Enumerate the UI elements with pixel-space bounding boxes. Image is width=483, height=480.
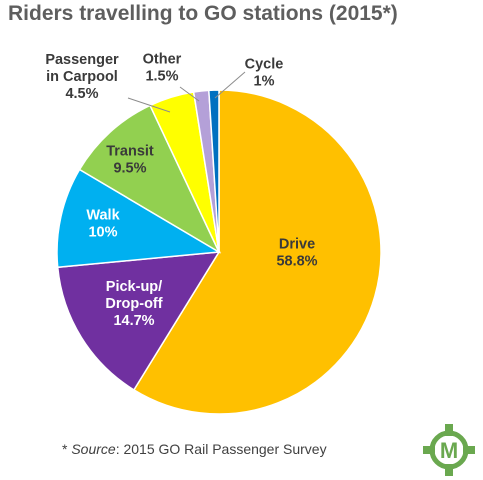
logo-tick-left	[423, 446, 435, 454]
pie-slice-drive	[132, 89, 382, 415]
footnote-text: : 2015 GO Rail Passenger Survey	[115, 441, 327, 457]
pie-slice-cycle	[208, 89, 220, 253]
slice-name-passenger-in-carpool: Passenger	[45, 52, 119, 68]
chart-title: Riders travelling to GO stations (2015*)	[8, 2, 398, 25]
slice-label-pick-up-drop-off: Pick-up/Drop-off 14.7%	[105, 279, 162, 329]
slice-label-transit: Transit 9.5%	[106, 144, 154, 177]
footnote-prefix: *	[62, 441, 72, 457]
slice-label-passenger-in-carpool: Passenger in Carpool 4.5%	[45, 52, 119, 102]
slice-name-other: Other	[143, 52, 182, 68]
pie-slice-transit	[78, 104, 221, 254]
slice-name-transit: Transit	[106, 144, 154, 160]
slice-value-other: 1.5%	[145, 69, 178, 85]
slice-value-pick-up-drop-off: 14.7%	[113, 313, 154, 329]
leader-line-other	[179, 86, 200, 102]
slice-label-drive: Drive 58.8%	[276, 237, 317, 270]
slice-label-cycle: Cycle 1%	[245, 57, 284, 90]
source-footnote: * Source: 2015 GO Rail Passenger Survey	[62, 441, 327, 457]
leader-line-cycle	[214, 71, 246, 99]
pie-chart: Drive 58.8% Pick-up/Drop-off 14.7% Walk 10% Tr…	[45, 52, 382, 415]
logo-tick-top	[445, 424, 453, 436]
footnote-source-word: Source	[71, 441, 116, 457]
slice-name-passenger-in-carpool: in Carpool	[46, 69, 118, 85]
logo-letter: M	[440, 438, 458, 463]
slice-value-transit: 9.5%	[113, 161, 146, 177]
metrolinx-m-logo-icon: M	[423, 424, 475, 476]
slice-name-drive: Drive	[279, 237, 315, 253]
logo-tick-right	[463, 446, 475, 454]
slice-name-cycle: Cycle	[245, 57, 284, 73]
logo-tick-bottom	[445, 464, 453, 476]
slice-value-drive: 58.8%	[276, 254, 317, 270]
slice-name-pick-up-drop-off: Drop-off	[105, 296, 162, 312]
slice-value-passenger-in-carpool: 4.5%	[65, 86, 98, 102]
pie-slice-walk	[56, 168, 222, 269]
slice-label-walk: Walk 10%	[86, 208, 120, 241]
slice-name-pick-up-drop-off: Pick-up/	[106, 279, 162, 295]
slice-value-walk: 10%	[88, 225, 117, 241]
slice-label-other: Other 1.5%	[143, 52, 182, 85]
leader-line-passenger-in-carpool	[127, 97, 171, 113]
slice-value-cycle: 1%	[254, 74, 275, 90]
pie-slice-pick-up-drop-off	[56, 251, 221, 391]
slice-name-walk: Walk	[86, 208, 120, 224]
